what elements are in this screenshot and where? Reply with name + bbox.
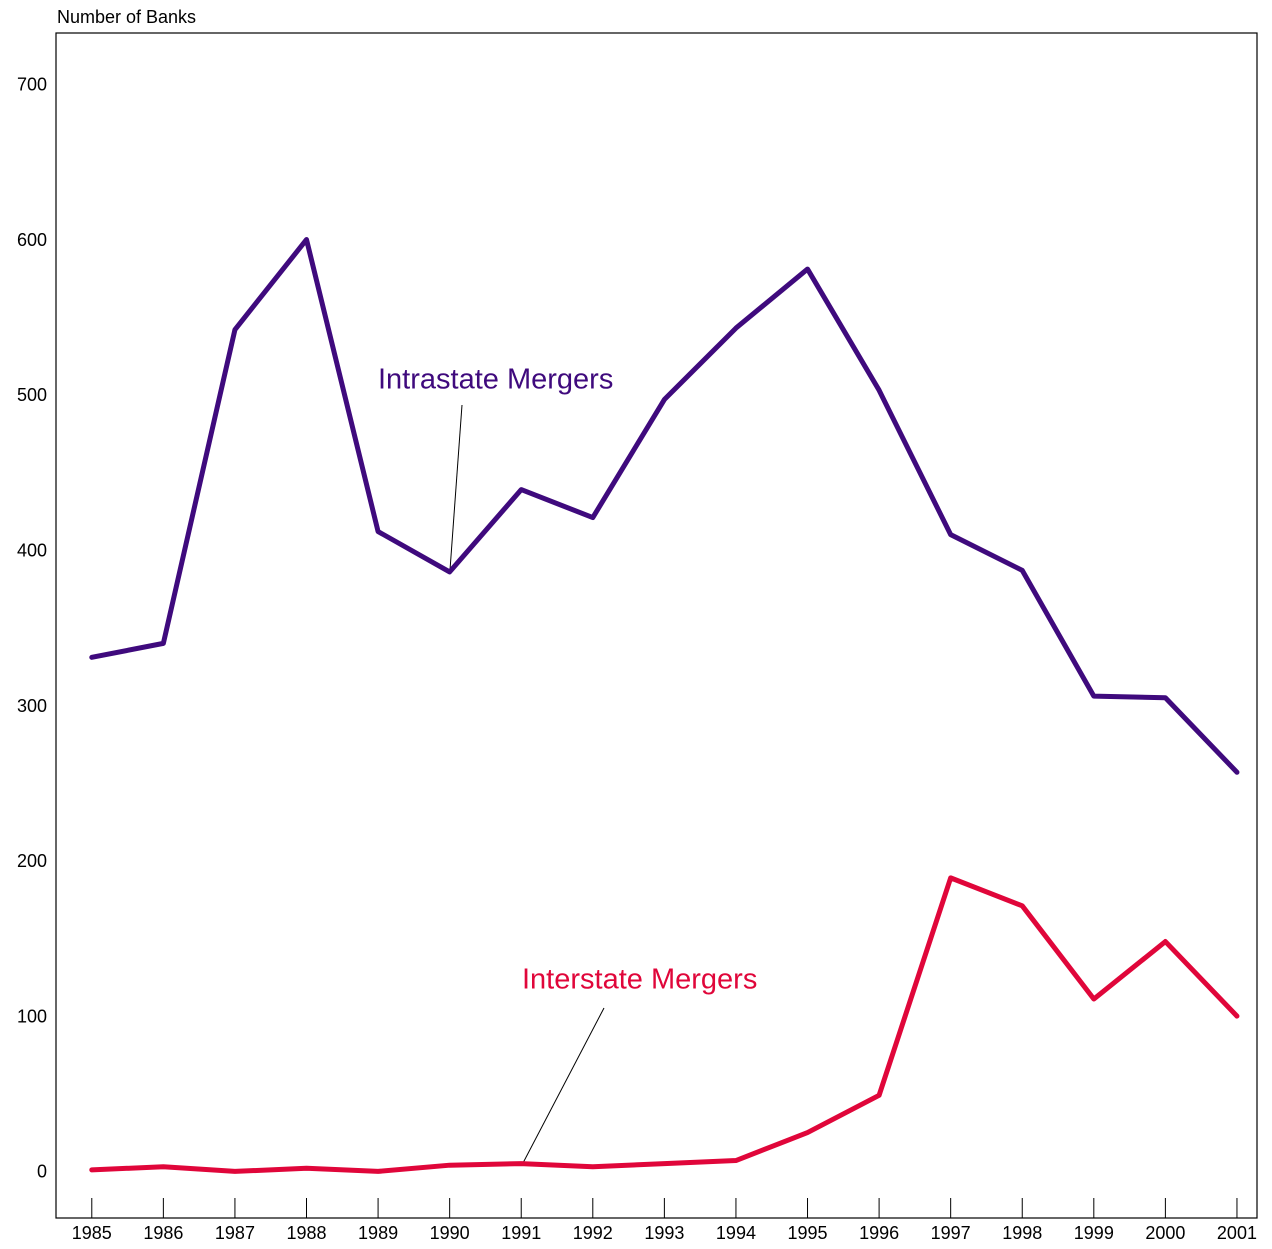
x-tick-label: 1990 xyxy=(430,1223,470,1243)
series-line xyxy=(89,237,1240,775)
x-tick-label: 1988 xyxy=(286,1223,326,1243)
x-tick-label: 1991 xyxy=(501,1223,541,1243)
x-tick-label: 1987 xyxy=(215,1223,255,1243)
x-tick-label: 2001 xyxy=(1217,1223,1257,1243)
x-tick-label: 1998 xyxy=(1002,1223,1042,1243)
x-tick-label: 1992 xyxy=(573,1223,613,1243)
leader-line xyxy=(522,1007,605,1164)
series-label: Intrastate Mergers xyxy=(378,364,613,396)
y-tick-label: 600 xyxy=(17,230,47,250)
y-tick-label: 0 xyxy=(37,1162,47,1182)
x-tick-label: 1989 xyxy=(358,1223,398,1243)
x-tick-label: 1994 xyxy=(716,1223,756,1243)
y-tick-label: 700 xyxy=(17,75,47,95)
y-axis-label: Number of Banks xyxy=(57,7,196,27)
x-tick-label: 1986 xyxy=(143,1223,183,1243)
plot-frame xyxy=(55,32,1258,1219)
y-tick-label: 400 xyxy=(17,540,47,560)
y-tick-label: 100 xyxy=(17,1006,47,1026)
series-label: Interstate Mergers xyxy=(522,964,757,996)
y-tick-label: 300 xyxy=(17,696,47,716)
x-tick-label: 1997 xyxy=(931,1223,971,1243)
x-tick-label: 1999 xyxy=(1074,1223,1114,1243)
x-tick-label: 1993 xyxy=(644,1223,684,1243)
y-tick-label: 200 xyxy=(17,851,47,871)
x-tick-label: 1985 xyxy=(72,1223,112,1243)
series-line xyxy=(89,875,1240,1174)
x-tick-label: 1995 xyxy=(787,1223,827,1243)
x-tick-label: 2000 xyxy=(1145,1223,1185,1243)
x-tick-label: 1996 xyxy=(859,1223,899,1243)
leader-line xyxy=(449,404,463,571)
y-tick-label: 500 xyxy=(17,385,47,405)
